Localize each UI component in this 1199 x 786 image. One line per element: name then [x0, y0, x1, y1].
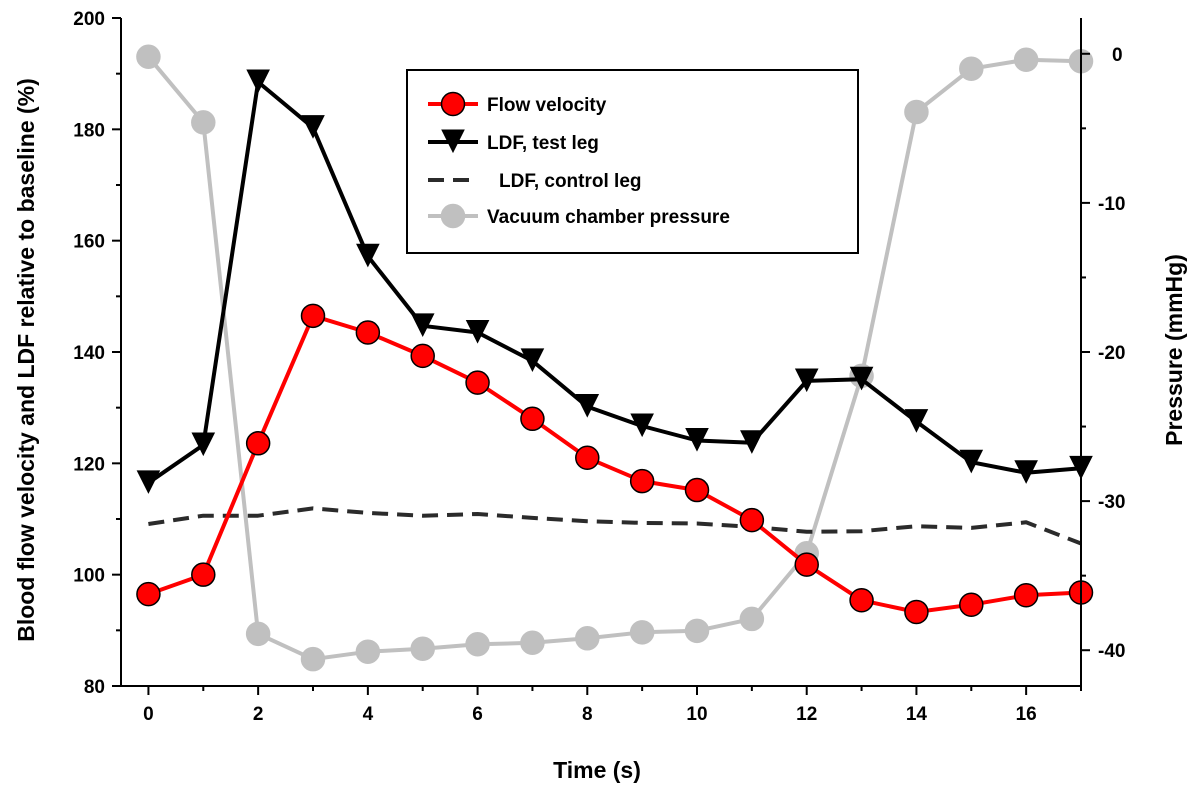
y2-axis-title: Pressure (mmHg) — [1161, 254, 1187, 446]
data-point — [904, 599, 929, 625]
y-tick-label: 200 — [73, 9, 105, 30]
data-point — [959, 449, 984, 474]
legend-box — [406, 69, 859, 254]
legend-swatch-marker — [441, 129, 465, 154]
data-point — [684, 477, 710, 503]
x-tick-label: 2 — [253, 704, 264, 725]
y-tick-label: 180 — [73, 120, 105, 141]
data-point — [355, 639, 381, 664]
x-tick-label: 6 — [472, 704, 483, 725]
axes: 0 2 4 6 8 10 12 14 16 80 100 120 140 160 180 200 0 -10 -20… — [73, 9, 1125, 725]
y-axis-title: Blood flow velocity and LDF relative to … — [13, 78, 39, 642]
data-point — [410, 636, 435, 661]
data-point — [575, 445, 600, 471]
data-point — [904, 99, 929, 125]
data-point — [520, 348, 545, 373]
legend-label: Flow velocity — [487, 95, 607, 116]
legend-swatch-marker — [440, 203, 466, 229]
data-point — [300, 303, 326, 329]
data-point — [520, 406, 545, 432]
data-point — [191, 562, 216, 587]
legend-label: LDF, test leg — [487, 133, 599, 154]
legend-swatch-marker — [440, 91, 466, 117]
data-point — [245, 621, 271, 647]
data-point — [136, 581, 161, 607]
y-tick-label: 140 — [73, 343, 105, 364]
data-point — [465, 370, 490, 395]
data-point — [1014, 460, 1038, 484]
legend-entry: LDF, control leg — [428, 171, 642, 192]
data-point — [356, 243, 380, 268]
x-axis-title: Time (s) — [553, 757, 641, 783]
y-tick-label: 120 — [73, 454, 105, 475]
data-point — [246, 69, 270, 94]
x-tick-label: 12 — [796, 704, 817, 725]
data-point — [739, 507, 765, 533]
series-flow-velocity — [136, 303, 1094, 625]
data-point — [959, 592, 984, 617]
legend: Flow velocity LDF, test leg LDF, control l… — [406, 69, 859, 254]
data-point — [849, 366, 874, 391]
y-tick-label: 80 — [84, 677, 105, 698]
data-point — [465, 320, 490, 344]
data-point — [739, 606, 765, 632]
plot-area — [136, 44, 1094, 672]
x-tick-label: 4 — [363, 704, 374, 725]
data-point — [629, 468, 655, 494]
x-tick-label: 16 — [1016, 704, 1037, 725]
data-point — [629, 620, 655, 645]
data-point — [355, 320, 381, 345]
data-point — [1013, 583, 1039, 608]
data-point — [575, 394, 600, 418]
data-point — [191, 432, 216, 457]
series-line — [147, 313, 1082, 614]
legend-entry: Flow velocity — [428, 91, 607, 117]
data-point — [136, 470, 161, 494]
data-point — [300, 646, 326, 672]
data-point — [245, 431, 271, 456]
data-point — [849, 588, 874, 613]
y-tick-label: 100 — [73, 566, 105, 587]
data-point — [684, 618, 710, 644]
y2-tick-label: -20 — [1098, 343, 1125, 364]
data-point — [301, 115, 325, 139]
data-point — [630, 413, 654, 438]
y2-tick-label: 0 — [1112, 45, 1123, 66]
legend-label: LDF, control leg — [499, 171, 642, 192]
data-point — [410, 313, 435, 337]
x-tick-label: 8 — [582, 704, 593, 725]
data-point — [191, 110, 216, 135]
legend-entry: Vacuum chamber pressure — [428, 203, 730, 229]
data-point — [740, 430, 764, 454]
data-point — [1013, 47, 1039, 72]
y-tick-label: 160 — [73, 232, 105, 253]
y2-tick-label: -10 — [1098, 194, 1125, 215]
x-tick-label: 14 — [906, 704, 928, 725]
data-point — [465, 632, 490, 657]
y2-tick-label: -30 — [1098, 492, 1125, 513]
x-tick-label: 10 — [686, 704, 707, 725]
data-point — [410, 343, 435, 369]
series-ldf-test-leg — [136, 69, 1093, 494]
y2-tick-label: -40 — [1098, 641, 1125, 662]
x-tick-label: 0 — [143, 704, 154, 725]
data-point — [904, 409, 929, 433]
series-line — [148, 506, 1082, 546]
data-point — [136, 44, 161, 70]
series-ldf-control-leg — [148, 506, 1082, 546]
data-point — [520, 630, 545, 656]
legend-label: Vacuum chamber pressure — [487, 207, 730, 228]
data-point — [794, 368, 819, 393]
data-point — [959, 56, 984, 81]
data-point — [575, 626, 600, 651]
series-vacuum-chamber-pressure — [136, 44, 1094, 672]
legend-entry: LDF, test leg — [428, 129, 599, 154]
data-point — [794, 552, 819, 577]
data-point — [685, 428, 709, 452]
